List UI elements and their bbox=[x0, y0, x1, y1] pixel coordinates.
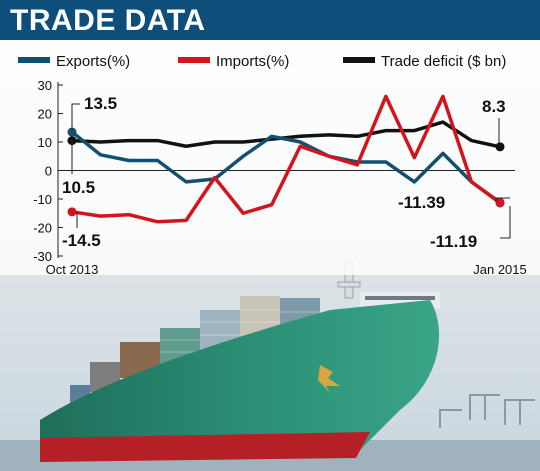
y-tick-label: -20 bbox=[33, 221, 52, 236]
series-point-imports bbox=[495, 197, 505, 207]
data-label-imports: -11.19 bbox=[430, 232, 477, 251]
y-tick-label: -10 bbox=[33, 192, 52, 207]
data-label-trade-deficit: 10.5 bbox=[62, 178, 95, 197]
ship-hull-waterline bbox=[40, 432, 370, 462]
ship-logo bbox=[318, 365, 340, 393]
data-label-exports: 13.5 bbox=[84, 94, 117, 113]
y-axis-ticks: -30 -20 -10 0 10 20 30 bbox=[33, 78, 63, 264]
x-tick-label: Oct 2013 bbox=[46, 262, 99, 277]
harbor-cranes bbox=[439, 394, 535, 428]
data-label-imports: -14.5 bbox=[62, 231, 101, 250]
page-title: TRADE DATA bbox=[10, 4, 206, 37]
data-label-exports: -11.39 bbox=[398, 193, 445, 212]
y-tick-label: 30 bbox=[38, 78, 52, 93]
y-tick-label: -30 bbox=[33, 249, 52, 264]
y-tick-label: 20 bbox=[38, 107, 52, 122]
y-tick-label: 10 bbox=[38, 135, 52, 150]
legend-label-trade-deficit: Trade deficit ($ bn) bbox=[381, 53, 506, 70]
series-point-trade-deficit bbox=[495, 142, 505, 152]
leader-imports-end bbox=[500, 206, 511, 239]
y-tick-label: 0 bbox=[45, 164, 52, 179]
legend-label-imports: Imports(%) bbox=[216, 53, 289, 70]
data-labels: 13.5 10.5 -14.5 8.3 -11.39 -11.19 bbox=[62, 94, 506, 251]
header-bar: TRADE DATA bbox=[0, 0, 540, 40]
leader-exports-start bbox=[71, 103, 80, 130]
legend-label-exports: Exports(%) bbox=[56, 53, 130, 70]
series-line-imports bbox=[71, 94, 502, 224]
x-tick-label: Jan 2015 bbox=[473, 262, 527, 277]
chart-panel bbox=[0, 40, 540, 275]
series-layer bbox=[67, 94, 505, 224]
series-line-exports bbox=[70, 130, 502, 205]
series-point-exports bbox=[67, 127, 77, 137]
leader-exports-end bbox=[495, 197, 510, 202]
series-point-imports bbox=[67, 207, 77, 217]
annotation-leader-lines bbox=[71, 103, 511, 239]
ship-hull bbox=[40, 300, 440, 455]
data-label-trade-deficit: 8.3 bbox=[482, 97, 506, 116]
x-axis-ticks: Oct 2013 Jan 2015 bbox=[46, 262, 527, 277]
legend: Exports(%) Imports(%) Trade deficit ($ b… bbox=[18, 53, 506, 70]
